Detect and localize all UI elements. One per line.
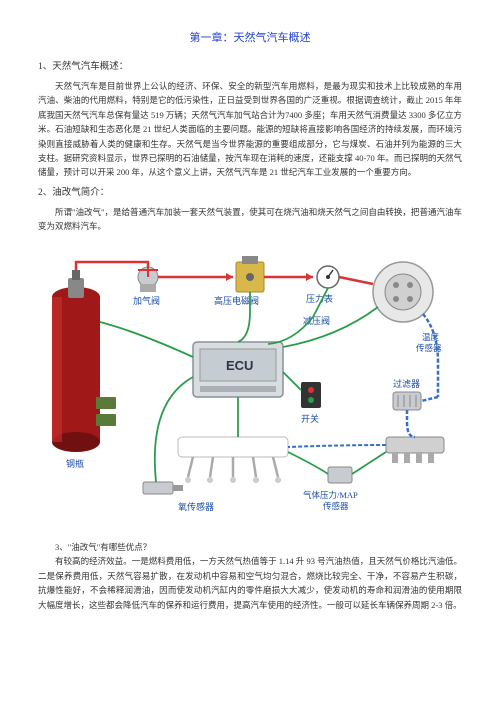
gas-cylinder-icon bbox=[52, 270, 100, 452]
connector-icon bbox=[96, 397, 116, 409]
lp-gas-line bbox=[423, 314, 438, 397]
map-sensor-label: 气体压力/MAP 传感器 bbox=[303, 490, 360, 511]
hp-solenoid-label: 高压电磁阀 bbox=[214, 295, 259, 306]
section3-heading: 3、"油改气"有哪些优点？ bbox=[38, 540, 462, 554]
chapter-title: 第一章：天然气汽车概述 bbox=[38, 30, 462, 48]
section2-heading: 2、油改气简介： bbox=[38, 186, 462, 201]
switch-icon bbox=[301, 382, 321, 408]
pressure-gauge-label: 压力表 bbox=[306, 293, 333, 304]
section2-para: 所谓"油改气"，是给普通汽车加装一套天然气装置，使其可在烧汽油和烧天然气之间自由… bbox=[38, 205, 462, 234]
reducer-icon bbox=[373, 262, 433, 322]
o2-sensor-icon bbox=[143, 482, 183, 494]
section1-para: 天然气汽车是目前世界上公认的经济、环保、安全的新型汽车用燃料，是最为现实和技术上… bbox=[38, 79, 462, 180]
cng-system-diagram: 钢瓶 加气阀 高压电磁阀 压力表 bbox=[38, 242, 462, 532]
map-sensor-icon bbox=[328, 467, 352, 483]
fill-valve-icon bbox=[138, 264, 158, 292]
injector-rail-icon bbox=[386, 437, 444, 463]
filter-icon bbox=[393, 392, 421, 410]
hp-gas-line bbox=[76, 262, 148, 270]
filter-label: 过滤器 bbox=[393, 378, 420, 389]
cylinder-label: 钢瓶 bbox=[66, 458, 84, 469]
section3-para: 有较高的经济效益。一是燃料费用低，一方天然气热值等于 1.14 升 93 号汽油… bbox=[38, 554, 462, 612]
switch-label: 开关 bbox=[301, 413, 319, 424]
ecu-icon: ECU bbox=[193, 342, 283, 397]
pressure-gauge-icon bbox=[317, 266, 339, 288]
svg-text:ECU: ECU bbox=[226, 358, 253, 373]
section1-heading: 1、天然气汽车概述： bbox=[38, 60, 462, 75]
o2-sensor-label: 氧传感器 bbox=[178, 501, 214, 512]
fill-valve-label: 加气阀 bbox=[133, 295, 160, 306]
hp-solenoid-icon bbox=[236, 256, 264, 292]
engine-nozzles-icon bbox=[178, 437, 288, 483]
